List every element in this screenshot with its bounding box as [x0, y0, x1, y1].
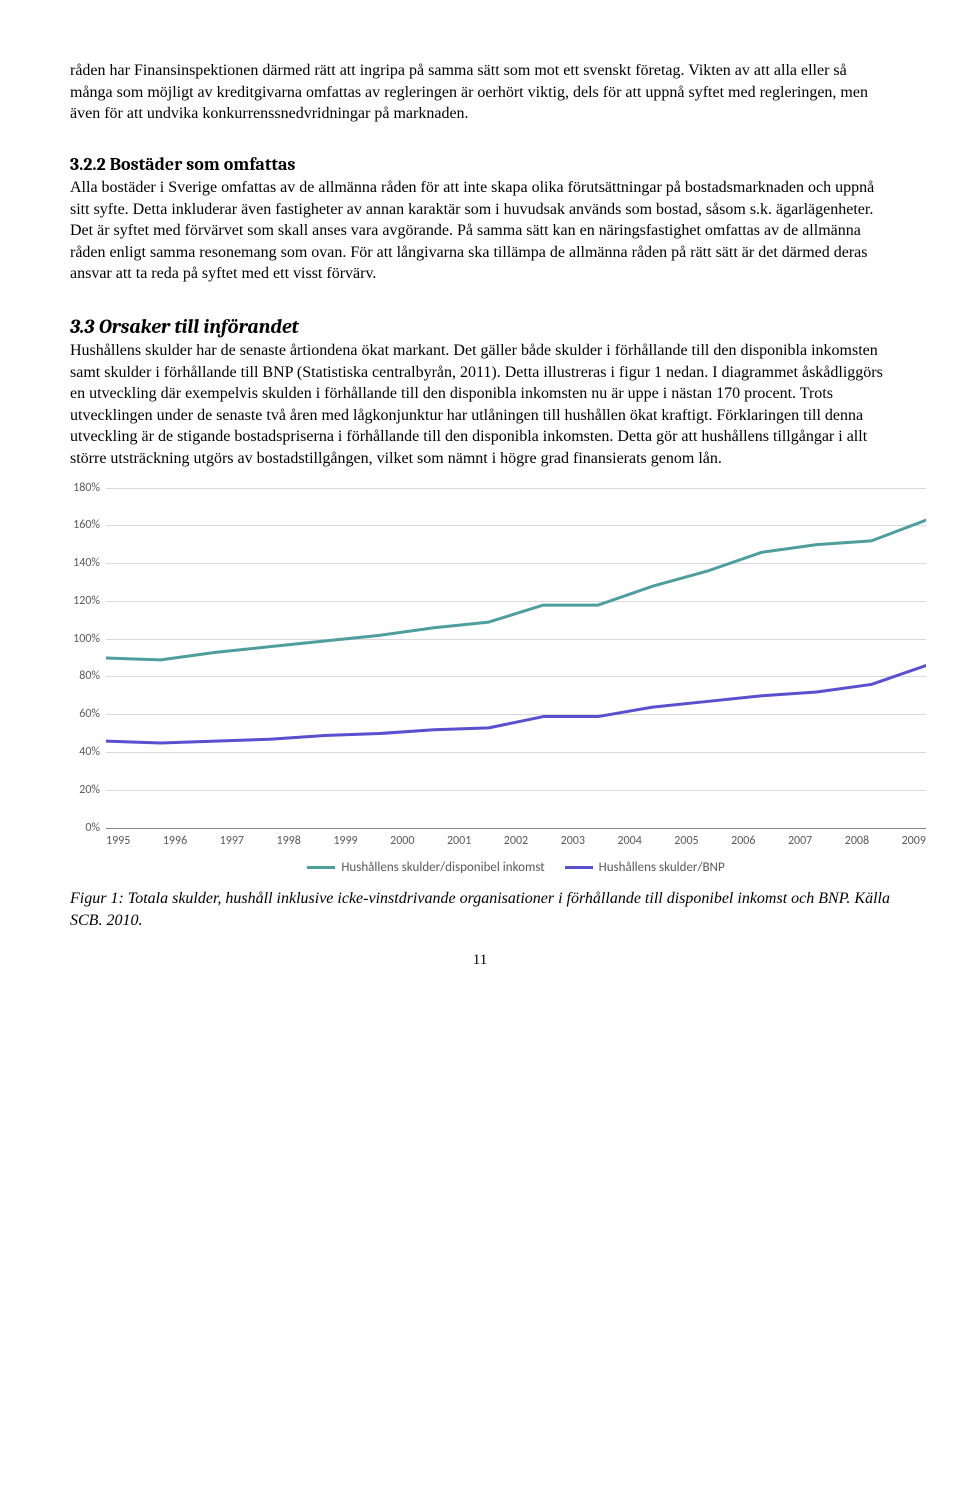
section-3-2-2: 3.2.2 Bostäder som omfattas Alla bostäde… — [70, 153, 890, 285]
chart-x-tick: 2000 — [390, 833, 414, 849]
chart-x-tick: 1996 — [163, 833, 187, 849]
heading-3-3: 3.3 Orsaker till införandet — [70, 315, 299, 338]
chart-y-tick: 160% — [73, 517, 100, 533]
chart-x-tick: 2007 — [788, 833, 812, 849]
chart-y-tick: 20% — [79, 782, 100, 798]
figure-caption: Figur 1: Totala skulder, hushåll inklusi… — [70, 888, 890, 931]
chart-x-axis: 1995 1996 1997 1998 1999 2000 2001 2002 2003 2004… — [106, 829, 926, 849]
chart-x-tick: 2005 — [674, 833, 698, 849]
chart-x-tick: 1995 — [106, 833, 130, 849]
chart-y-tick: 40% — [79, 744, 100, 760]
legend-item-disp-income: Hushållens skulder/disponibel inkomst — [307, 859, 544, 877]
chart-y-tick: 120% — [73, 593, 100, 609]
legend-swatch-b — [565, 866, 593, 869]
intro-tail-paragraph: råden har Finansinspektionen därmed rätt… — [70, 60, 890, 125]
chart-x-tick: 2003 — [561, 833, 585, 849]
chart-y-tick: 60% — [79, 706, 100, 722]
chart-x-tick: 2006 — [731, 833, 755, 849]
legend-label-b: Hushållens skulder/BNP — [599, 859, 725, 877]
body-3-2-2: Alla bostäder i Sverige omfattas av de a… — [70, 179, 874, 282]
legend-item-bnp: Hushållens skulder/BNP — [565, 859, 725, 877]
legend-label-a: Hushållens skulder/disponibel inkomst — [341, 859, 544, 877]
chart-y-tick: 100% — [73, 631, 100, 647]
legend-swatch-a — [307, 866, 335, 869]
chart-y-tick: 0% — [85, 820, 100, 836]
chart-x-tick: 1999 — [333, 833, 357, 849]
line-chart: 0%20%40%60%80%100%120%140%160%180% — [106, 488, 926, 829]
chart-x-tick: 2001 — [447, 833, 471, 849]
chart-x-tick: 2004 — [617, 833, 641, 849]
chart-x-tick: 1998 — [276, 833, 300, 849]
heading-3-2-2: 3.2.2 Bostäder som omfattas — [70, 154, 295, 175]
figure-1: 0%20%40%60%80%100%120%140%160%180% 19951… — [70, 488, 890, 877]
chart-x-tick: 2009 — [902, 833, 926, 849]
chart-y-tick: 140% — [73, 555, 100, 571]
chart-y-tick: 180% — [73, 480, 100, 496]
chart-x-tick: 2008 — [845, 833, 869, 849]
chart-y-tick: 80% — [79, 668, 100, 684]
chart-x-tick: 2002 — [504, 833, 528, 849]
page-number: 11 — [70, 950, 890, 970]
body-3-3: Hushållens skulder har de senaste årtion… — [70, 342, 883, 467]
chart-x-tick: 1997 — [220, 833, 244, 849]
chart-legend: Hushållens skulder/disponibel inkomst Hu… — [106, 859, 926, 877]
section-3-3: 3.3 Orsaker till införandet Hushållens s… — [70, 313, 890, 470]
